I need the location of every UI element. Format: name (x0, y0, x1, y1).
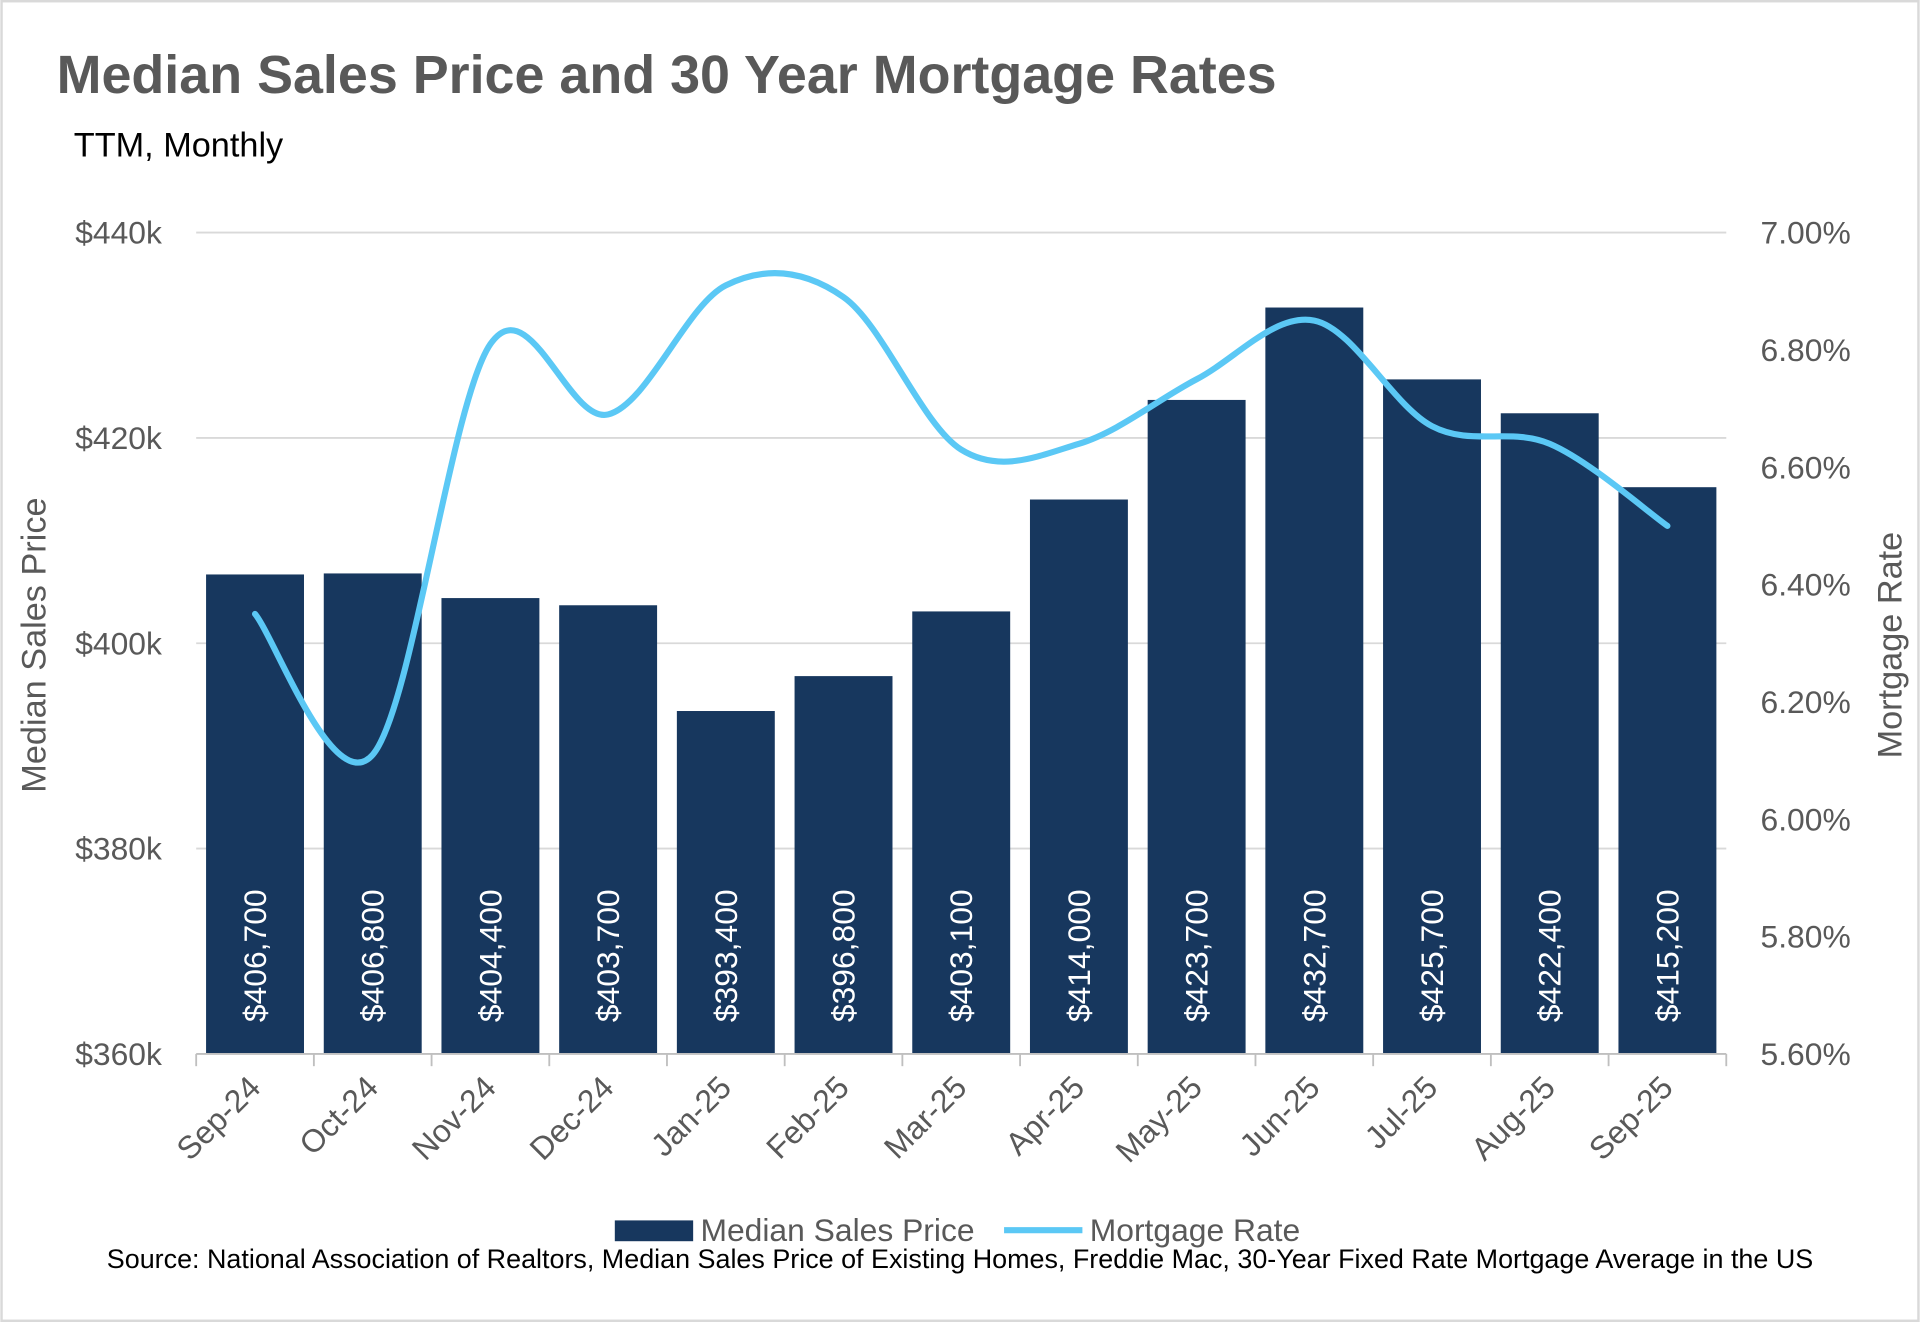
bar-data-label: $415,200 (1649, 889, 1685, 1022)
legend-label-price: Median Sales Price (700, 1212, 974, 1248)
y-tick-label: $400k (75, 625, 162, 661)
legend-label-rate: Mortgage Rate (1090, 1212, 1300, 1248)
y-tick-label: $420k (75, 420, 162, 456)
bar (1383, 379, 1481, 1054)
mortgage-line (251, 270, 1671, 766)
source-note: Source: National Association of Realtors… (107, 1244, 1813, 1274)
bar (676, 711, 775, 1054)
y2-axis-label: Mortgage Rate (1871, 532, 1909, 759)
legend: Median Sales Price Mortgage Rate (614, 1212, 1300, 1248)
bar (559, 605, 658, 1054)
bars: $406,700 $406,800 $404,400 $403,700 $393,400… (206, 307, 1717, 1054)
y2-tick-label: 6.80% (1761, 332, 1851, 368)
y-tick-label: $360k (75, 1036, 162, 1072)
bar (1029, 499, 1128, 1054)
bar-data-label: $404,400 (472, 889, 508, 1022)
bar-data-label: $414,000 (1061, 889, 1097, 1022)
bar (1265, 307, 1364, 1054)
bar (912, 611, 1011, 1054)
bar (323, 573, 422, 1054)
y-tick-label: $440k (75, 215, 162, 251)
legend-swatch-bar (614, 1220, 694, 1242)
bar (206, 574, 304, 1054)
y2-tick-label: 6.20% (1761, 684, 1851, 720)
bar-data-label: $423,700 (1179, 889, 1215, 1022)
bar-data-label: $406,800 (355, 889, 391, 1022)
bar (441, 598, 540, 1054)
y2-tick-label: 6.00% (1761, 801, 1851, 837)
bar-data-label: $403,100 (943, 889, 979, 1022)
y2-tick-label: 5.60% (1761, 1036, 1851, 1072)
bar-data-label: $406,700 (237, 889, 273, 1022)
y-tick-label: $380k (75, 831, 162, 867)
bar (1147, 399, 1246, 1054)
y2-tick-label: 5.80% (1761, 919, 1851, 955)
mortgage-rate-line (251, 270, 1671, 766)
y-axis-label: Median Sales Price (16, 497, 54, 792)
bar-data-label: $425,700 (1414, 889, 1450, 1022)
bar (1500, 413, 1599, 1054)
bar-data-label: $403,700 (590, 889, 626, 1022)
bar (1618, 487, 1717, 1054)
bar-data-label: $422,400 (1532, 889, 1568, 1022)
bar-data-label: $396,800 (826, 889, 862, 1022)
bar-data-label: $432,700 (1296, 889, 1332, 1022)
y2-tick-label: 7.00% (1761, 215, 1851, 251)
chart-title: Median Sales Price and 30 Year Mortgage … (57, 45, 1277, 105)
y2-tick-label: 6.40% (1761, 567, 1851, 603)
chart-subtitle: TTM, Monthly (74, 127, 284, 165)
bar-data-label: $393,400 (708, 889, 744, 1022)
bar (794, 676, 893, 1054)
y2-tick-label: 6.60% (1761, 449, 1851, 485)
